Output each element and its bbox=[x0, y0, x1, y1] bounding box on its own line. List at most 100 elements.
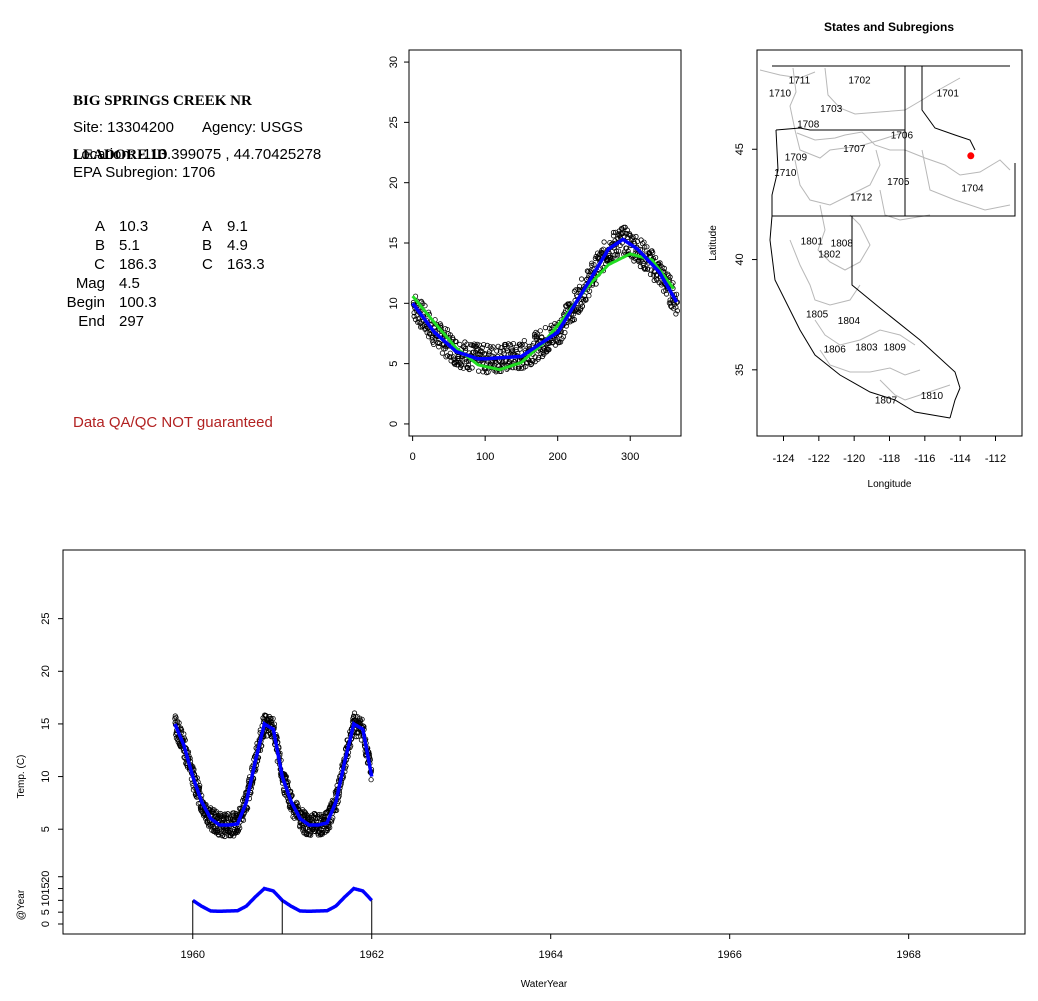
qa-disclaimer: Data QA/QC NOT guaranteed bbox=[73, 414, 273, 431]
lower-y-tick-label: 5 bbox=[40, 909, 52, 915]
map-boundaries bbox=[759, 65, 1016, 419]
data-point bbox=[176, 720, 182, 726]
data-point bbox=[563, 323, 570, 329]
data-point bbox=[674, 308, 681, 314]
y-axis-label: Temp. (C) bbox=[16, 755, 27, 799]
map-title: States and Subregions bbox=[824, 20, 954, 34]
station-title: BIG SPRINGS CREEK NR LEADORE ID bbox=[73, 56, 252, 182]
data-point bbox=[536, 354, 542, 361]
param-label: C bbox=[202, 256, 213, 273]
timeseries-plot: 1960 1962 1964 1966 1968WaterYear510152025Te… bbox=[16, 549, 1026, 990]
data-point bbox=[464, 341, 470, 347]
map-axes: -124 -122 -120 -118 -116 -114 -112 35 40 45 Longit… bbox=[708, 143, 1006, 490]
data-point bbox=[270, 715, 276, 722]
data-point bbox=[469, 365, 475, 371]
data-point bbox=[633, 233, 639, 240]
data-point bbox=[507, 342, 514, 348]
data-point bbox=[466, 366, 472, 373]
map-frame bbox=[756, 49, 1023, 437]
data-point bbox=[457, 364, 464, 371]
data-point bbox=[621, 224, 627, 230]
x-tick-label: 1964 bbox=[538, 949, 562, 961]
timeseries-fit-line bbox=[173, 721, 374, 827]
region-label: 1807 bbox=[875, 395, 898, 406]
data-point bbox=[497, 348, 503, 354]
data-point bbox=[601, 239, 607, 245]
x-tick-label: 200 bbox=[549, 451, 567, 463]
x-tick-label: -112 bbox=[985, 453, 1006, 465]
data-point bbox=[222, 811, 228, 817]
data-point bbox=[586, 288, 593, 294]
y-tick-label: 10 bbox=[388, 297, 400, 309]
x-tick-label: 1968 bbox=[896, 949, 920, 961]
region-label: 1803 bbox=[855, 342, 878, 353]
param-label: Begin bbox=[66, 294, 105, 311]
y-tick-label: 25 bbox=[388, 116, 400, 128]
data-point bbox=[240, 817, 247, 823]
data-point bbox=[528, 361, 535, 367]
data-point bbox=[271, 721, 277, 727]
epa-subregion: EPA Subregion: 1706 bbox=[73, 164, 216, 181]
data-point bbox=[539, 334, 545, 340]
data-point bbox=[615, 248, 622, 254]
data-point bbox=[494, 348, 500, 354]
site-id: Site: 13304200 bbox=[73, 119, 174, 136]
data-point bbox=[510, 340, 517, 347]
data-point bbox=[593, 281, 599, 287]
data-point bbox=[576, 306, 582, 312]
data-point bbox=[237, 825, 243, 831]
param-value: 100.3 bbox=[119, 294, 157, 311]
data-point bbox=[443, 354, 449, 360]
lower-y-tick-label: 0 bbox=[40, 921, 52, 927]
data-point bbox=[557, 339, 564, 345]
data-point bbox=[179, 727, 185, 733]
x-tick-label: -120 bbox=[843, 453, 865, 465]
data-point bbox=[500, 348, 506, 354]
y-tick-label: 25 bbox=[40, 613, 52, 625]
region-label: 1804 bbox=[838, 316, 861, 327]
param-label: B bbox=[94, 237, 105, 254]
x-tick-label: -114 bbox=[950, 453, 971, 465]
seasonal-axes: 0 100 200 300 0 5 10 15 20 25 30 bbox=[388, 56, 640, 463]
param-value: 186.3 bbox=[119, 256, 157, 273]
region-label: 1805 bbox=[806, 309, 829, 320]
data-point bbox=[562, 329, 568, 336]
data-point bbox=[537, 328, 543, 334]
data-point bbox=[531, 340, 537, 346]
data-point bbox=[294, 800, 300, 806]
lower-y-tick-label: 10 bbox=[40, 894, 52, 906]
data-point bbox=[519, 342, 525, 348]
data-point bbox=[657, 260, 663, 266]
data-point bbox=[534, 333, 540, 339]
agency: Agency: USGS bbox=[202, 119, 303, 136]
region-label: 1710 bbox=[774, 168, 797, 179]
x-tick-label: -118 bbox=[879, 453, 900, 465]
seasonal-fit-lines bbox=[411, 237, 679, 372]
region-label: 1706 bbox=[891, 131, 914, 142]
data-point bbox=[224, 815, 230, 822]
region-label: 1710 bbox=[769, 89, 792, 100]
param-value: 163.3 bbox=[227, 256, 265, 273]
data-point bbox=[173, 714, 179, 721]
y-tick-label: 35 bbox=[734, 364, 746, 376]
region-label: 1701 bbox=[937, 89, 960, 100]
region-label: 1810 bbox=[921, 391, 944, 402]
data-point bbox=[591, 261, 597, 268]
station-title-line1: BIG SPRINGS CREEK NR bbox=[73, 93, 252, 109]
region-label: 1808 bbox=[831, 239, 854, 250]
data-point bbox=[667, 274, 673, 280]
data-point bbox=[368, 777, 374, 783]
x-tick-label: 1960 bbox=[181, 949, 205, 961]
data-point bbox=[614, 253, 620, 259]
blue-fit-line bbox=[411, 237, 679, 361]
data-point bbox=[523, 363, 529, 369]
data-point bbox=[422, 303, 428, 309]
region-label: 1703 bbox=[820, 104, 843, 115]
data-point bbox=[571, 316, 578, 323]
region-label: 1707 bbox=[843, 144, 866, 155]
data-point bbox=[673, 291, 680, 297]
year-fit-strip bbox=[191, 886, 374, 934]
param-label: C bbox=[94, 256, 105, 273]
y-tick-label: 45 bbox=[734, 143, 746, 155]
data-point bbox=[411, 313, 417, 319]
